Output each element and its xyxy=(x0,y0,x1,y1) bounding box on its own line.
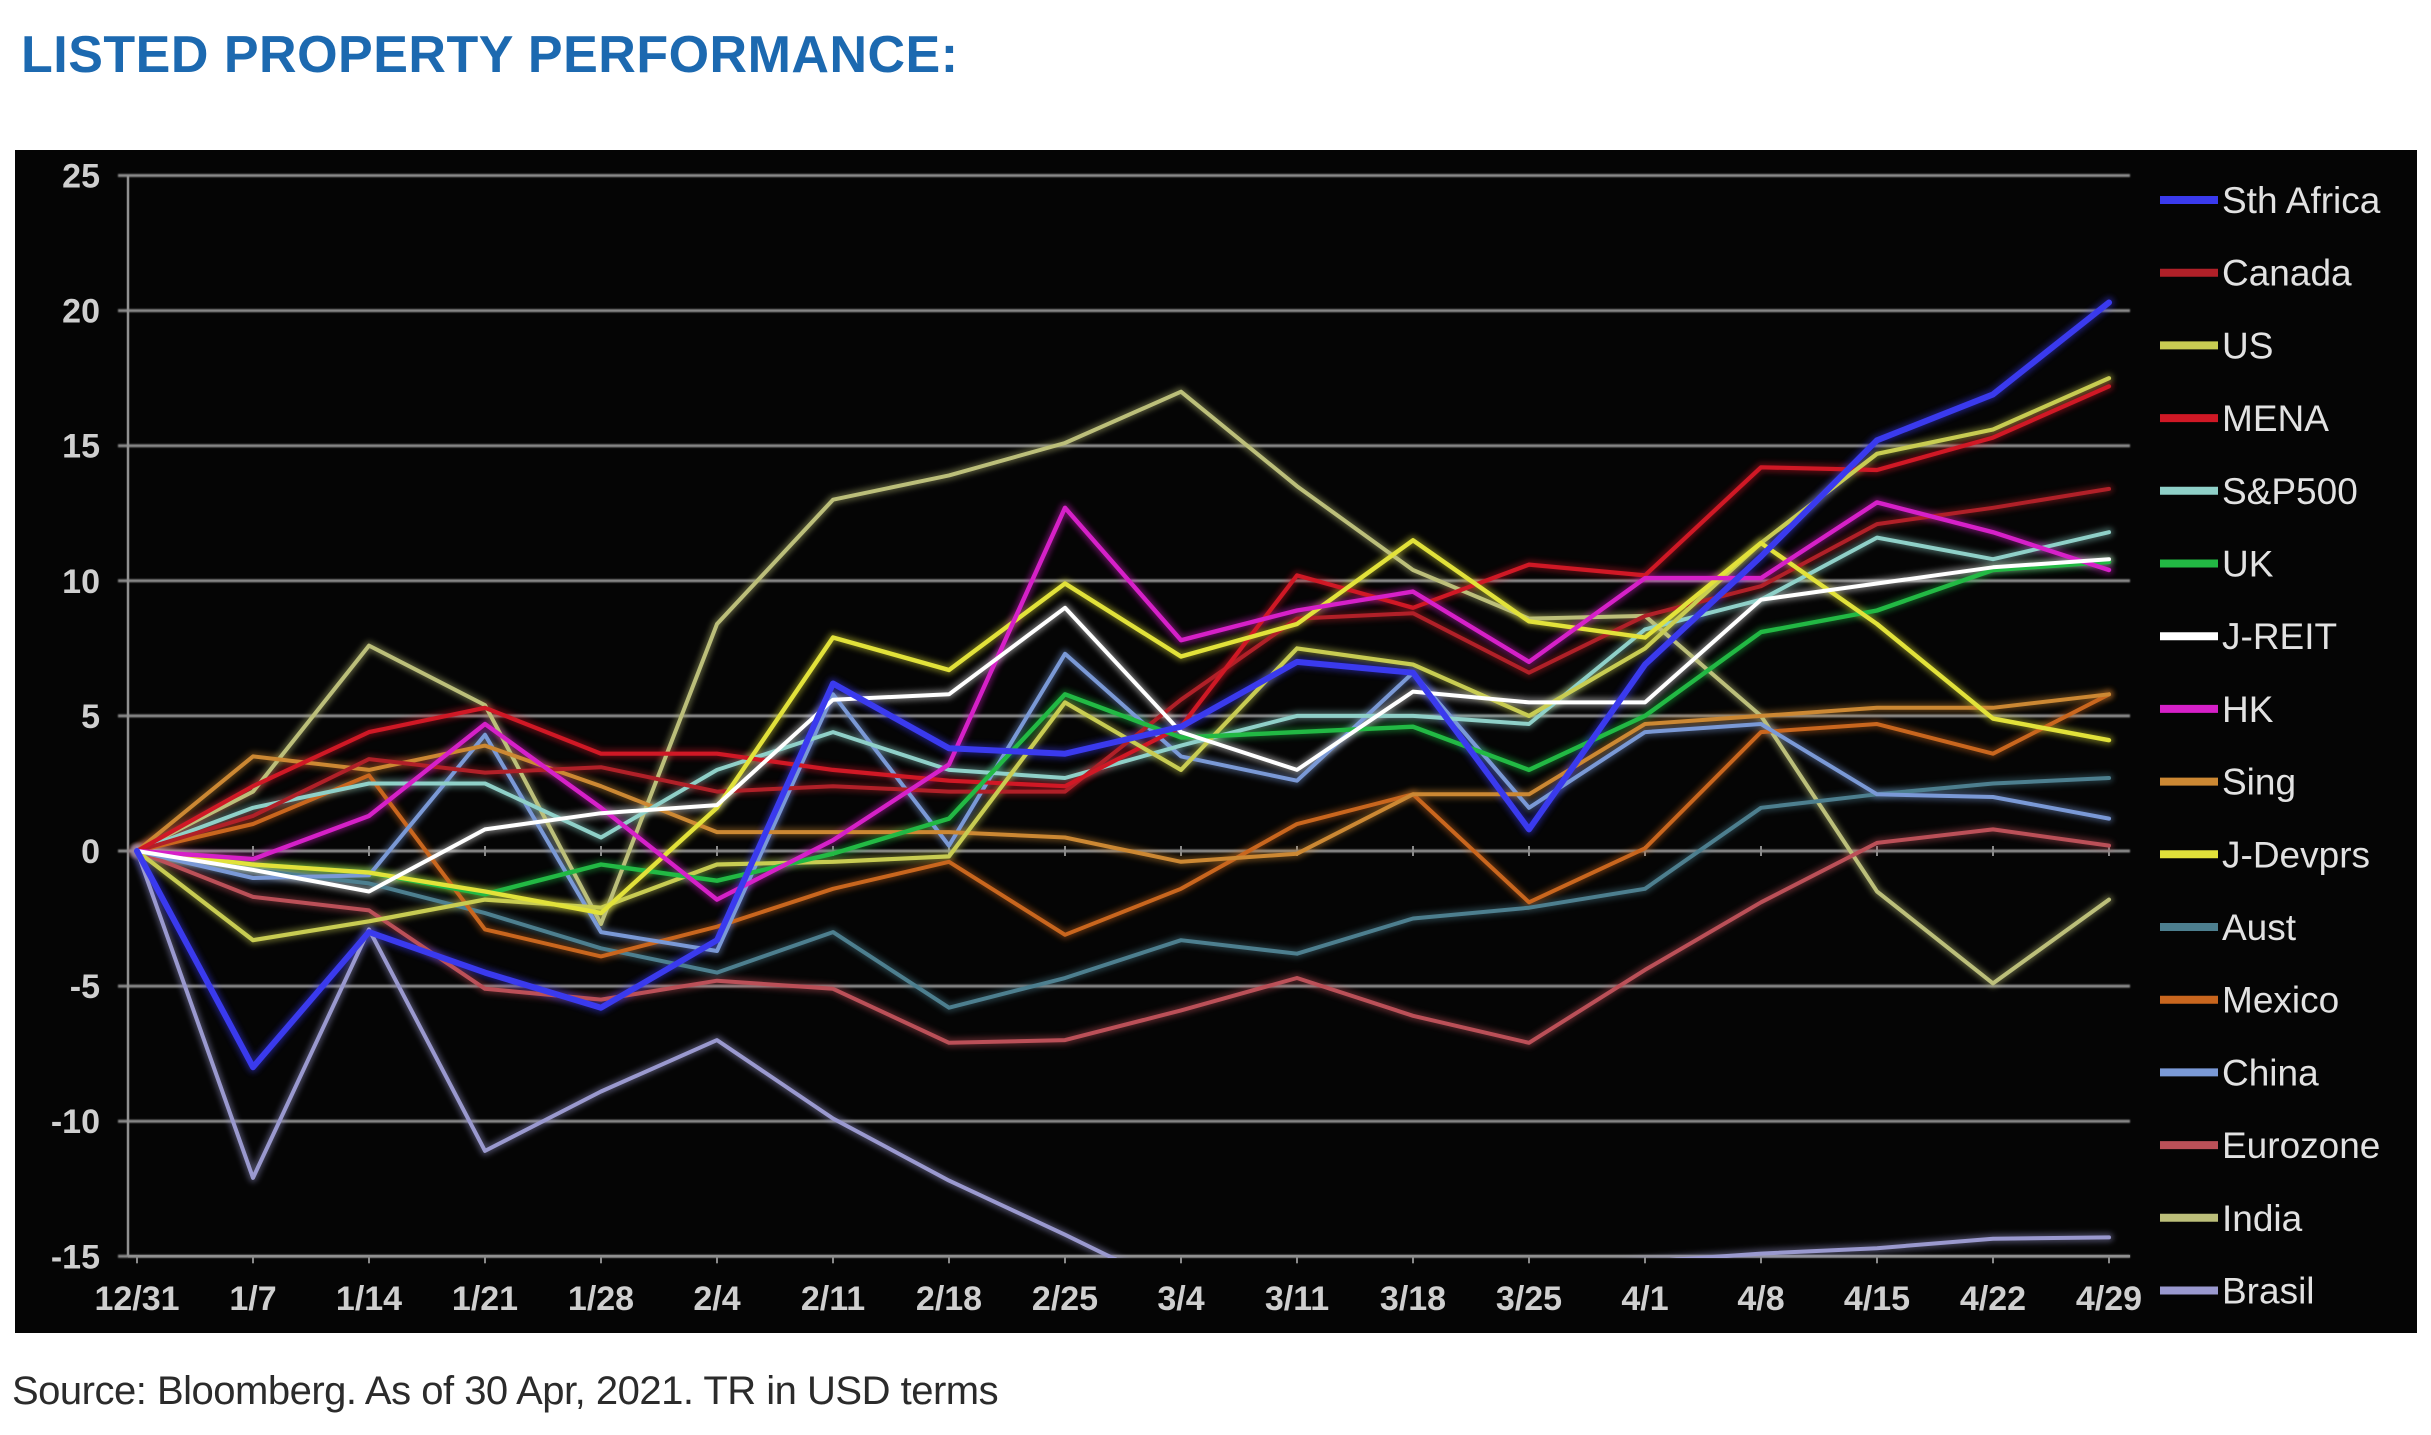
svg-text:10: 10 xyxy=(62,563,100,601)
svg-text:2/11: 2/11 xyxy=(801,1280,865,1318)
svg-text:Canada: Canada xyxy=(2222,253,2352,294)
svg-text:1/14: 1/14 xyxy=(336,1280,402,1318)
svg-text:Brasil: Brasil xyxy=(2222,1271,2315,1312)
svg-text:2/25: 2/25 xyxy=(1032,1280,1098,1318)
svg-text:2/18: 2/18 xyxy=(916,1280,982,1318)
svg-text:3/25: 3/25 xyxy=(1496,1280,1562,1318)
svg-text:20: 20 xyxy=(62,293,100,331)
svg-text:J-REIT: J-REIT xyxy=(2222,616,2337,657)
svg-text:4/15: 4/15 xyxy=(1844,1280,1910,1318)
svg-text:Aust: Aust xyxy=(2222,907,2297,948)
svg-text:Mexico: Mexico xyxy=(2222,980,2339,1021)
svg-text:LISTED PROPERTY PERFORMANCE:: LISTED PROPERTY PERFORMANCE: xyxy=(21,26,959,84)
svg-text:5: 5 xyxy=(81,698,100,736)
svg-text:3/11: 3/11 xyxy=(1265,1280,1329,1318)
svg-text:4/29: 4/29 xyxy=(2076,1280,2142,1318)
svg-text:US: US xyxy=(2222,325,2273,366)
svg-text:-15: -15 xyxy=(51,1238,100,1276)
svg-text:-5: -5 xyxy=(70,968,100,1006)
svg-text:1/21: 1/21 xyxy=(452,1280,518,1318)
svg-text:25: 25 xyxy=(62,158,100,196)
svg-text:J-Devprs: J-Devprs xyxy=(2222,834,2370,875)
svg-text:4/22: 4/22 xyxy=(1960,1280,2026,1318)
svg-text:UK: UK xyxy=(2222,544,2274,585)
svg-text:15: 15 xyxy=(62,428,100,466)
svg-text:12/31: 12/31 xyxy=(94,1280,179,1318)
svg-text:3/4: 3/4 xyxy=(1157,1280,1204,1318)
svg-text:Sing: Sing xyxy=(2222,762,2296,803)
svg-text:Sth Africa: Sth Africa xyxy=(2222,180,2381,221)
svg-text:1/28: 1/28 xyxy=(568,1280,634,1318)
svg-text:Source: Bloomberg. As of 30 Ap: Source: Bloomberg. As of 30 Apr, 2021. T… xyxy=(12,1369,998,1413)
svg-text:4/8: 4/8 xyxy=(1737,1280,1784,1318)
svg-text:India: India xyxy=(2222,1198,2303,1239)
svg-text:4/1: 4/1 xyxy=(1621,1280,1668,1318)
svg-text:2/4: 2/4 xyxy=(693,1280,740,1318)
svg-text:MENA: MENA xyxy=(2222,398,2329,439)
svg-text:HK: HK xyxy=(2222,689,2274,730)
svg-text:-10: -10 xyxy=(51,1103,100,1141)
svg-text:0: 0 xyxy=(81,833,100,871)
svg-text:1/7: 1/7 xyxy=(229,1280,276,1318)
svg-text:Eurozone: Eurozone xyxy=(2222,1125,2380,1166)
svg-text:3/18: 3/18 xyxy=(1380,1280,1446,1318)
svg-text:S&P500: S&P500 xyxy=(2222,471,2358,512)
svg-text:China: China xyxy=(2222,1052,2319,1093)
